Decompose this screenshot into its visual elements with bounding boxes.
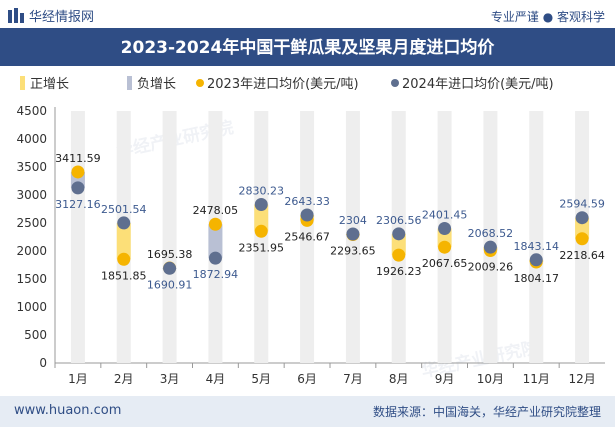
point-2024 xyxy=(483,240,497,254)
top-bar: 华经情报网 专业严谨 ● 客观科学 xyxy=(0,0,615,30)
legend-swatch xyxy=(20,76,25,90)
point-2024 xyxy=(438,222,452,236)
point-2024 xyxy=(117,216,131,230)
point-2024 xyxy=(300,208,314,222)
data-label-2023: 2218.64 xyxy=(559,249,605,262)
y-tick-label: 4000 xyxy=(16,132,47,146)
y-tick-label: 3000 xyxy=(16,188,47,202)
data-label-2024: 2830.23 xyxy=(239,185,285,198)
x-tick-label: 2月 xyxy=(114,372,134,386)
x-tick-label: 9月 xyxy=(435,372,455,386)
x-tick-label: 6月 xyxy=(297,372,317,386)
x-tick-label: 1月 xyxy=(68,372,88,386)
data-label-2023: 1695.38 xyxy=(147,248,193,261)
data-label-2024: 2594.59 xyxy=(559,198,605,211)
point-2023 xyxy=(438,240,452,254)
legend-swatch xyxy=(127,76,132,90)
data-label-2023: 1926.23 xyxy=(376,265,422,278)
data-label-2024: 2401.45 xyxy=(422,209,468,222)
y-tick-label: 2500 xyxy=(16,216,47,230)
y-tick-label: 1000 xyxy=(16,300,47,314)
data-label-2023: 2293.65 xyxy=(330,245,376,258)
y-tick-label: 1500 xyxy=(16,272,47,286)
legend-label: 2023年进口均价(美元/吨) xyxy=(207,77,359,92)
slogan: 专业严谨 ● 客观科学 xyxy=(490,10,605,24)
data-label-2024: 2643.33 xyxy=(284,195,330,208)
footer: www.huaon.com 数据来源：中国海关，华经产业研究院整理 xyxy=(0,396,615,427)
footer-source: 数据来源：中国海关，华经产业研究院整理 xyxy=(372,405,601,419)
increase-bar xyxy=(254,204,269,232)
x-tick-label: 11月 xyxy=(523,372,550,386)
legend-swatch xyxy=(391,79,399,87)
brand-name: 华经情报网 xyxy=(29,10,95,25)
point-2023 xyxy=(575,232,589,246)
footer-url[interactable]: www.huaon.com xyxy=(14,403,122,418)
point-2024 xyxy=(71,181,85,195)
point-2023 xyxy=(392,248,406,262)
y-tick-label: 0 xyxy=(39,356,47,370)
legend-label: 2024年进口均价(美元/吨) xyxy=(402,77,554,92)
point-2023 xyxy=(71,165,85,179)
point-2024 xyxy=(529,253,543,267)
legend-label: 负增长 xyxy=(137,77,176,92)
data-label-2024: 2306.56 xyxy=(376,214,422,227)
point-2024 xyxy=(254,198,268,212)
data-label-2024: 1690.91 xyxy=(147,278,193,291)
y-tick-label: 4500 xyxy=(16,104,47,118)
point-2024 xyxy=(392,227,406,241)
data-label-2024: 2304 xyxy=(339,214,367,227)
data-label-2023: 1851.85 xyxy=(101,269,147,282)
data-label-2024: 2501.54 xyxy=(101,203,147,216)
background-column xyxy=(70,111,85,363)
x-tick-label: 3月 xyxy=(160,372,180,386)
y-tick-label: 2000 xyxy=(16,244,47,258)
data-label-2024: 1872.94 xyxy=(193,268,239,281)
data-label-2023: 2067.65 xyxy=(422,257,468,270)
point-2024 xyxy=(163,261,177,275)
data-label-2023: 1804.17 xyxy=(514,272,560,285)
data-label-2023: 3411.59 xyxy=(55,152,101,165)
point-2024 xyxy=(575,211,589,225)
legend-label: 正增长 xyxy=(30,77,69,92)
background-column xyxy=(483,111,498,363)
brand: 华经情报网 xyxy=(8,6,94,25)
data-label-2024: 2068.52 xyxy=(468,227,514,240)
data-label-2024: 3127.16 xyxy=(55,198,101,211)
decrease-bar xyxy=(208,224,223,259)
data-label-2023: 2546.67 xyxy=(284,230,330,243)
x-tick-label: 7月 xyxy=(343,372,363,386)
data-label-2024: 1843.14 xyxy=(514,240,560,253)
x-tick-label: 12月 xyxy=(568,372,595,386)
x-tick-label: 5月 xyxy=(251,372,271,386)
data-label-2023: 2478.05 xyxy=(193,204,239,217)
increase-bar xyxy=(116,222,131,260)
brand-logo-icon xyxy=(8,8,24,23)
point-2024 xyxy=(346,227,360,241)
data-label-2023: 2009.26 xyxy=(468,260,514,273)
y-tick-label: 3500 xyxy=(16,160,47,174)
background-column xyxy=(300,111,315,363)
point-2023 xyxy=(254,224,268,238)
x-tick-label: 10月 xyxy=(477,372,504,386)
point-2023 xyxy=(208,217,222,231)
chart-title: 2023-2024年中国干鲜瓜果及坚果月度进口均价 xyxy=(0,30,615,66)
x-tick-label: 4月 xyxy=(206,372,226,386)
y-tick-label: 500 xyxy=(24,328,47,342)
point-2024 xyxy=(208,251,222,265)
legend-swatch xyxy=(196,79,204,87)
chart-area: 正增长 负增长 2023年进口均价(美元/吨) 2024年进口均价(美元/吨) 0 500… xyxy=(16,76,605,386)
background-column xyxy=(162,111,177,363)
x-tick-label: 8月 xyxy=(389,372,409,386)
data-label-2023: 2351.95 xyxy=(239,241,285,254)
background-column xyxy=(529,111,544,363)
point-2023 xyxy=(117,252,131,266)
